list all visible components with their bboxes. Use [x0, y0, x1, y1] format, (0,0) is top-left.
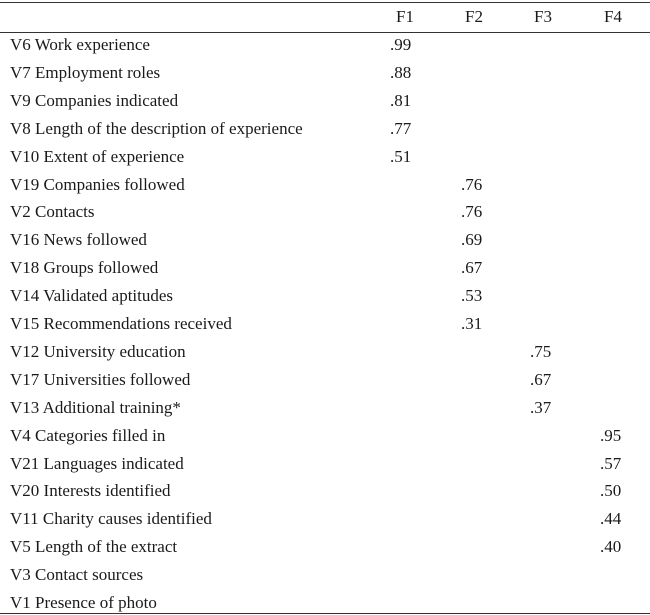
row-label: V12 University education [10, 341, 186, 361]
loading-value: .37 [530, 397, 552, 417]
column-header: F1 [396, 7, 414, 26]
loading-value: .50 [600, 481, 622, 501]
loading-value: .88 [390, 62, 412, 82]
loading-value: .81 [390, 90, 412, 110]
row-label: V8 Length of the description of experien… [10, 118, 303, 138]
loading-value: .99 [390, 35, 412, 54]
row-label: V2 Contacts [10, 202, 95, 222]
row-label: V4 Categories filled in [10, 425, 166, 445]
row-label: V11 Charity causes identified [10, 509, 212, 529]
row-label: V17 Universities followed [10, 369, 191, 389]
loading-value: .75 [530, 341, 552, 361]
row-label: V14 Validated aptitudes [10, 286, 174, 306]
loading-value: .67 [530, 369, 552, 389]
header-rule [0, 32, 650, 33]
loading-value: .40 [600, 537, 622, 557]
row-label: V13 Additional training* [10, 397, 181, 417]
column-header: F4 [604, 7, 622, 26]
row-label: V20 Interests identified [10, 481, 171, 501]
bottom-rule [0, 613, 650, 614]
row-label: V21 Languages indicated [10, 453, 184, 473]
loading-value: .76 [461, 202, 483, 222]
row-label: V7 Employment roles [10, 62, 161, 82]
column-header: F3 [534, 7, 552, 26]
row-label: V18 Groups followed [10, 258, 159, 278]
row-label: V5 Length of the extract [10, 537, 178, 557]
column-header: F2 [465, 7, 483, 26]
row-label: V15 Recommendations received [10, 314, 232, 333]
row-label: V9 Companies indicated [10, 90, 179, 110]
top-rule [0, 2, 650, 3]
loading-value: .95 [600, 425, 622, 445]
loading-value: .77 [390, 118, 412, 138]
loading-value: .31 [461, 314, 483, 333]
row-label: V19 Companies followed [10, 174, 185, 194]
loading-value: .51 [390, 146, 412, 166]
loading-value: .76 [461, 174, 483, 194]
loading-value: .53 [461, 286, 483, 306]
row-label: V16 News followed [10, 230, 147, 250]
row-label: V3 Contact sources [10, 565, 144, 585]
loading-value: .67 [461, 258, 483, 278]
row-label: V1 Presence of photo [10, 593, 157, 612]
row-label: V6 Work experience [10, 35, 150, 54]
loading-value: .44 [600, 509, 622, 529]
loading-value: .57 [600, 453, 622, 473]
loading-value: .69 [461, 230, 483, 250]
row-label: V10 Extent of experience [10, 146, 185, 166]
